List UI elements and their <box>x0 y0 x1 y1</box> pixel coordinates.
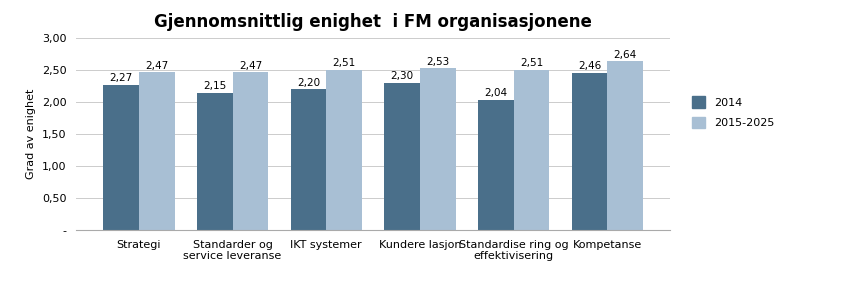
Bar <box>197 93 232 230</box>
Bar <box>384 83 420 230</box>
Text: 2,15: 2,15 <box>204 81 226 91</box>
Text: 2,47: 2,47 <box>145 61 169 71</box>
Text: 2,30: 2,30 <box>391 71 414 81</box>
Bar <box>232 72 268 230</box>
Text: 2,53: 2,53 <box>427 57 449 67</box>
Text: 2,20: 2,20 <box>297 78 320 88</box>
Text: 2,51: 2,51 <box>332 58 355 68</box>
Bar <box>291 89 326 230</box>
Bar <box>478 100 514 230</box>
Y-axis label: Grad av enighet: Grad av enighet <box>26 89 36 179</box>
Bar <box>420 68 455 230</box>
Bar <box>139 72 175 230</box>
Text: 2,27: 2,27 <box>109 73 133 83</box>
Text: 2,64: 2,64 <box>613 50 637 60</box>
Text: 2,46: 2,46 <box>577 61 601 71</box>
Legend: 2014, 2015-2025: 2014, 2015-2025 <box>688 92 778 132</box>
Title: Gjennomsnittlig enighet  i FM organisasjonene: Gjennomsnittlig enighet i FM organisasjo… <box>154 13 592 31</box>
Text: 2,04: 2,04 <box>484 88 507 98</box>
Bar <box>514 70 550 230</box>
Bar <box>572 73 607 230</box>
Bar <box>607 61 643 230</box>
Text: 2,51: 2,51 <box>520 58 543 68</box>
Bar <box>103 85 139 230</box>
Text: 2,47: 2,47 <box>239 61 262 71</box>
Bar <box>326 70 362 230</box>
